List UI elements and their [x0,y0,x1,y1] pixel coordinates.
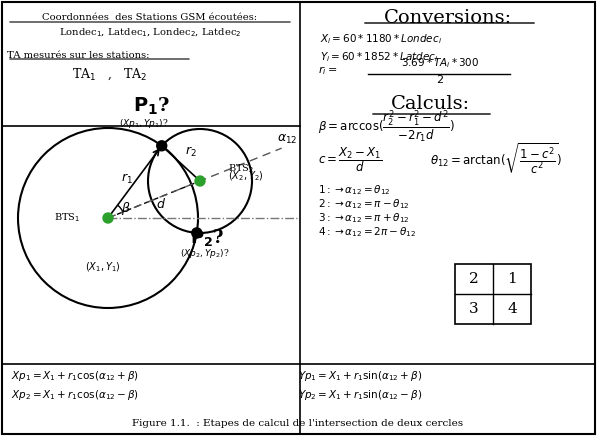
Text: TA$_1$   ,   TA$_2$: TA$_1$ , TA$_2$ [72,66,147,82]
Text: $\beta$: $\beta$ [121,200,131,217]
Text: $Y_i = 60*1852*Latdec_i$: $Y_i = 60*1852*Latdec_i$ [320,50,438,64]
Text: $d$: $d$ [156,198,166,211]
Text: $\alpha_{12}$: $\alpha_{12}$ [276,133,297,146]
Text: $Xp_1 = X_1 + r_1\cos(\alpha_{12} + \beta)$: $Xp_1 = X_1 + r_1\cos(\alpha_{12} + \bet… [11,369,139,383]
Text: $4: \rightarrow \alpha_{12} = 2\pi - \theta_{12}$: $4: \rightarrow \alpha_{12} = 2\pi - \th… [318,225,416,239]
Text: $(X_1, Y_1)$: $(X_1, Y_1)$ [85,260,121,274]
Text: Londec$_1$, Latdec$_1$, Londec$_2$, Latdec$_2$: Londec$_1$, Latdec$_1$, Londec$_2$, Latd… [59,27,241,39]
Text: $Yp_1 = X_1 + r_1\sin(\alpha_{12} + \beta)$: $Yp_1 = X_1 + r_1\sin(\alpha_{12} + \bet… [298,369,422,383]
Text: $\beta = \arccos(\dfrac{r_2^2 - r_1^2 - d^2}{-2r_1d})$: $\beta = \arccos(\dfrac{r_2^2 - r_1^2 - … [318,108,455,144]
Text: $2$: $2$ [436,73,444,85]
Text: 2: 2 [469,272,479,286]
Text: $r_2$: $r_2$ [185,145,196,160]
Text: $\theta_{12} = \arctan(\sqrt{\dfrac{1-c^2}{c^2}})$: $\theta_{12} = \arctan(\sqrt{\dfrac{1-c^… [430,140,562,176]
Text: 4: 4 [507,302,517,316]
Text: TA mesurés sur les stations:: TA mesurés sur les stations: [7,51,149,59]
Text: $X_i = 60*1180*Londec_i$: $X_i = 60*1180*Londec_i$ [320,32,442,46]
Text: Conversions:: Conversions: [384,9,512,27]
Circle shape [157,141,167,151]
Text: $1: \rightarrow \alpha_{12} = \theta_{12}$: $1: \rightarrow \alpha_{12} = \theta_{12… [318,183,391,197]
Text: $Xp_2 = X_1 + r_1\cos(\alpha_{12} - \beta)$: $Xp_2 = X_1 + r_1\cos(\alpha_{12} - \bet… [11,388,139,402]
Text: $3: \rightarrow \alpha_{12} = \pi + \theta_{12}$: $3: \rightarrow \alpha_{12} = \pi + \the… [318,211,410,225]
Text: $r_1$: $r_1$ [121,172,133,186]
Text: $c = \dfrac{X_2-X_1}{d}$: $c = \dfrac{X_2-X_1}{d}$ [318,146,383,174]
Text: $(Xp_2, Yp_2)$?: $(Xp_2, Yp_2)$? [180,247,230,260]
Text: $(Xp_1, Yp_1)$?: $(Xp_1, Yp_1)$? [119,117,168,130]
Text: $\mathbf{P_1}$?: $\mathbf{P_1}$? [133,96,170,117]
Text: $Yp_2 = X_1 + r_1\sin(\alpha_{12} - \beta)$: $Yp_2 = X_1 + r_1\sin(\alpha_{12} - \bet… [298,388,422,402]
Text: Figure 1.1.  : Etapes de calcul de l'intersection de deux cercles: Figure 1.1. : Etapes de calcul de l'inte… [133,419,463,428]
Text: 3: 3 [469,302,479,316]
Text: 1: 1 [507,272,517,286]
Text: BTS$_1$: BTS$_1$ [54,211,80,225]
Text: $\mathbf{P_2}$?: $\mathbf{P_2}$? [190,227,224,248]
Text: Calculs:: Calculs: [390,95,470,113]
Text: $r_i =$: $r_i =$ [318,64,337,77]
Circle shape [192,228,202,238]
Text: $(X_2, Y_2)$: $(X_2, Y_2)$ [228,169,264,183]
Text: BTS$_2$: BTS$_2$ [228,163,254,175]
Text: $3.69*TA_i*300$: $3.69*TA_i*300$ [401,56,479,70]
Text: Coordonnées  des Stations GSM écoutées:: Coordonnées des Stations GSM écoutées: [42,14,257,23]
Bar [455,264,531,324]
Circle shape [103,213,113,223]
Text: $2: \rightarrow \alpha_{12} = \pi - \theta_{12}$: $2: \rightarrow \alpha_{12} = \pi - \the… [318,197,410,211]
Circle shape [195,176,205,186]
